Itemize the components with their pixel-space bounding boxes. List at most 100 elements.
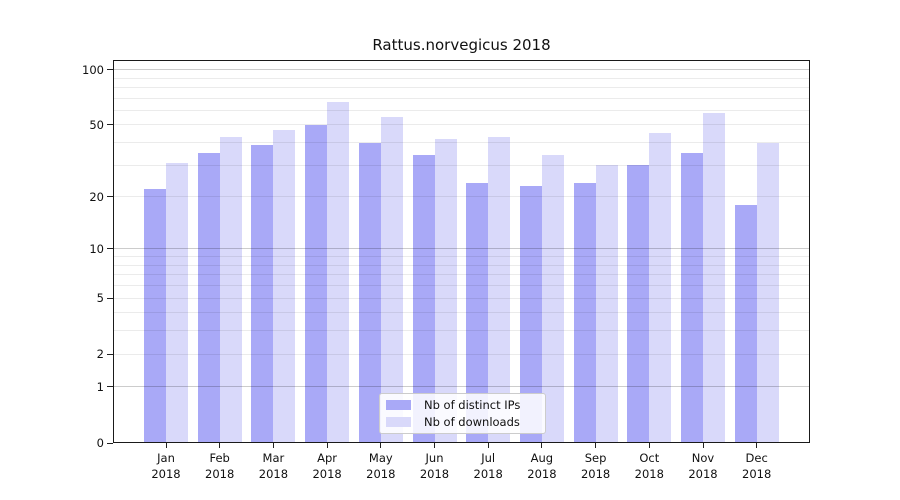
legend-row-downloads: Nb of downloads [386,415,539,429]
gridline-minor [113,312,810,314]
y-tick-mark [107,69,113,71]
chart-title: Rattus.norvegicus 2018 [372,36,551,54]
x-tick-month: Mar [262,451,285,465]
gridline-minor [113,353,810,355]
gridline-minor [113,264,810,266]
x-tick-label: Jun 2018 [408,450,462,482]
bar-downloads [327,101,350,443]
bar-distinct-ips [358,142,381,443]
y-tick-mark [107,248,113,250]
x-tick-month: Jun [425,451,444,465]
y-tick-label: 20 [89,189,104,204]
y-tick-label: 2 [96,347,104,362]
x-tick-year: 2018 [473,467,503,481]
y-tick-mark [107,442,113,444]
bar-downloads [703,113,725,443]
y-tick-label: 100 [82,62,104,77]
gridline-minor [113,77,810,79]
legend-label-downloads: Nb of downloads [424,415,520,429]
y-tick-label: 50 [89,117,104,132]
x-tick-label: Jul 2018 [461,450,515,482]
y-tick-mark [107,297,113,299]
x-tick-year: 2018 [634,467,664,481]
x-tick-month: Jul [481,451,496,465]
gridline-minor [113,297,810,299]
x-tick-month: Nov [691,451,715,465]
gridline-minor [113,109,810,111]
x-tick-year: 2018 [688,467,718,481]
bar-downloads [434,138,457,443]
gridline-minor [113,124,810,126]
x-tick-year: 2018 [742,467,772,481]
x-tick-mark [648,443,650,448]
x-tick-month: Feb [209,451,230,465]
y-tick-mark [107,353,113,355]
y-tick-mark [107,386,113,388]
x-tick-mark [595,443,597,448]
x-tick-mark [272,443,274,448]
x-tick-year: 2018 [312,467,342,481]
x-tick-month: Oct [639,451,660,465]
x-tick-month: Aug [530,451,554,465]
x-tick-mark [434,443,435,448]
bar-downloads [380,117,403,443]
gridline-major [113,386,810,388]
y-tick-mark [107,196,113,198]
x-tick-month: May [368,451,393,465]
gridline-minor [113,330,810,332]
bar-distinct-ips [734,204,757,443]
gridline-minor [113,256,810,258]
x-tick-label: Jan 2018 [139,450,193,482]
y-tick-label: 0 [96,436,104,450]
legend-swatch-downloads [386,417,411,427]
bar-downloads [541,155,564,443]
x-tick-mark [487,443,489,448]
bar-downloads [756,142,779,443]
gridline-minor [113,274,810,276]
bar-downloads [595,165,618,443]
bar-downloads [166,162,188,443]
bar-downloads [649,133,672,443]
bar-distinct-ips [681,153,703,443]
y-tick-label: 5 [96,291,104,306]
x-tick-year: 2018 [151,467,181,481]
x-tick-mark [541,443,543,448]
gridline-minor [113,164,810,166]
legend-label-distinct-ips: Nb of distinct IPs [424,398,521,412]
x-tick-mark [165,443,167,448]
bar-downloads [219,136,242,443]
x-tick-label: Aug 2018 [515,450,569,482]
gridline-major [113,69,810,71]
x-tick-year: 2018 [205,467,235,481]
x-tick-year: 2018 [366,467,396,481]
bar-downloads [488,136,511,443]
bar-distinct-ips [144,189,166,443]
x-tick-year: 2018 [258,467,289,481]
x-tick-year: 2018 [580,467,611,481]
x-tick-month: Jan [157,451,175,465]
legend: Nb of distinct IPs Nb of downloads [379,393,546,434]
x-tick-label: May 2018 [354,450,408,482]
gridline-minor [113,142,810,144]
x-tick-mark [380,443,382,448]
x-tick-label: Apr 2018 [300,450,354,482]
x-tick-label: Feb 2018 [193,450,247,482]
x-tick-mark [702,443,704,448]
legend-swatch-distinct-ips [386,400,411,410]
gridline-minor [113,196,810,198]
y-tick-label: 10 [89,241,104,256]
bar-distinct-ips [627,165,650,443]
x-tick-year: 2018 [419,467,450,481]
bar-distinct-ips [519,185,542,443]
y-tick-label: 1 [96,379,104,394]
x-tick-mark [756,443,758,448]
gridline-major [113,248,810,250]
bar-distinct-ips [305,124,328,443]
bar-downloads [273,129,296,443]
gridline-minor [113,86,810,88]
x-tick-year: 2018 [527,467,557,481]
x-tick-label: Oct 2018 [622,450,676,482]
bar-distinct-ips [412,155,435,443]
x-tick-month: Apr [317,451,338,465]
x-tick-month: Dec [745,451,768,465]
